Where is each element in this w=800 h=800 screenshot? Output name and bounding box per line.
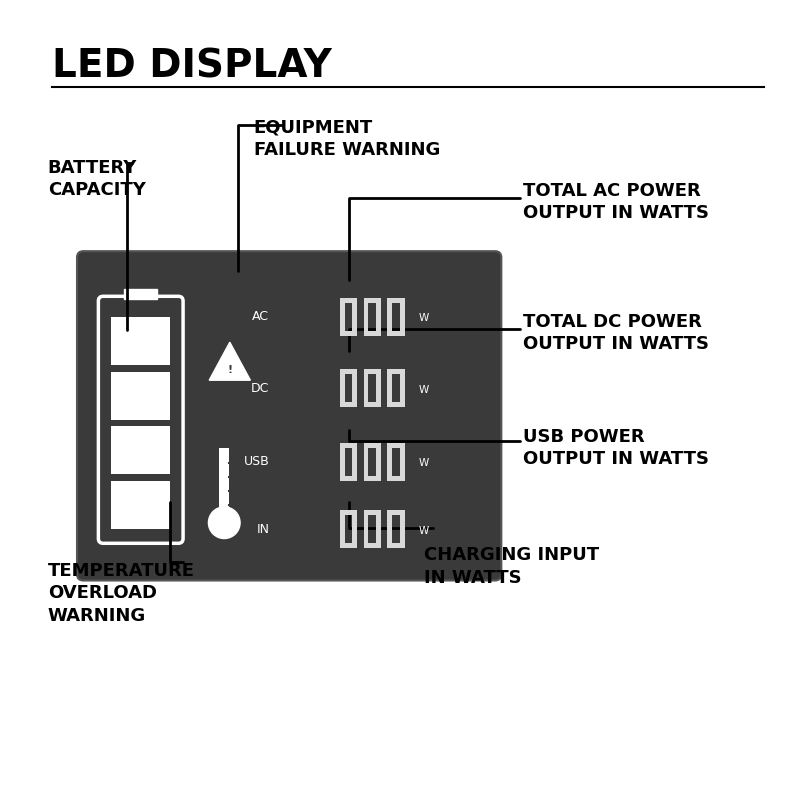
Bar [353, 514, 358, 529]
FancyBboxPatch shape [77, 251, 502, 581]
Bar [353, 317, 358, 331]
Bar [363, 447, 368, 462]
Bar [387, 331, 405, 336]
Bar [387, 302, 392, 317]
Bar [353, 447, 358, 462]
Text: USB: USB [244, 455, 270, 468]
Bar [340, 462, 345, 476]
Bar [376, 447, 381, 462]
Bar [340, 374, 345, 388]
Text: W: W [418, 385, 429, 394]
Bar [340, 510, 358, 514]
Text: LED DISPLAY: LED DISPLAY [52, 48, 331, 86]
Bar [340, 514, 345, 529]
Bar [387, 298, 405, 302]
Text: CHARGING INPUT
IN WATTS: CHARGING INPUT IN WATTS [424, 546, 599, 586]
Text: TOTAL AC POWER
OUTPUT IN WATTS: TOTAL AC POWER OUTPUT IN WATTS [522, 182, 709, 222]
Bar [340, 302, 345, 317]
Text: IN: IN [256, 522, 270, 535]
Text: USB POWER
OUTPUT IN WATTS: USB POWER OUTPUT IN WATTS [522, 428, 709, 468]
Text: TOTAL DC POWER
OUTPUT IN WATTS: TOTAL DC POWER OUTPUT IN WATTS [522, 313, 709, 353]
Bar [353, 462, 358, 476]
Bar [387, 388, 392, 402]
Bar [387, 442, 405, 447]
Bar [400, 374, 405, 388]
Bar [363, 374, 368, 388]
Bar [400, 529, 405, 543]
Bar [340, 402, 358, 407]
Bar [340, 529, 345, 543]
Bar [387, 514, 392, 529]
Bar [363, 388, 368, 402]
Bar [363, 462, 368, 476]
FancyBboxPatch shape [124, 289, 158, 299]
Bar [387, 369, 405, 374]
Text: AC: AC [252, 310, 270, 323]
Text: W: W [418, 526, 429, 536]
Bar [400, 388, 405, 402]
Bar [340, 298, 358, 302]
Bar [111, 426, 170, 474]
Text: W: W [418, 314, 429, 323]
Bar [340, 317, 345, 331]
Text: W: W [418, 458, 429, 468]
Bar [363, 317, 368, 331]
Bar [387, 529, 392, 543]
Bar [363, 369, 381, 374]
Bar [387, 462, 392, 476]
Bar [387, 510, 405, 514]
Bar [376, 529, 381, 543]
Bar [400, 447, 405, 462]
Bar [340, 543, 358, 548]
Bar [387, 402, 405, 407]
Circle shape [209, 507, 240, 538]
Bar [340, 331, 358, 336]
Bar [376, 374, 381, 388]
Bar [363, 514, 368, 529]
Bar [363, 510, 381, 514]
Bar [376, 462, 381, 476]
Bar [219, 447, 230, 514]
Bar [400, 302, 405, 317]
Bar [363, 402, 381, 407]
Bar [363, 543, 381, 548]
Bar [340, 388, 345, 402]
Text: DC: DC [251, 382, 270, 394]
Bar [387, 447, 392, 462]
Bar [340, 476, 358, 481]
Text: EQUIPMENT
FAILURE WARNING: EQUIPMENT FAILURE WARNING [254, 119, 440, 159]
Text: TEMPERATURE
OVERLOAD
WARNING: TEMPERATURE OVERLOAD WARNING [48, 562, 194, 625]
Bar [111, 371, 170, 420]
Bar [111, 481, 170, 529]
Bar [376, 302, 381, 317]
Bar [340, 442, 358, 447]
Bar [400, 462, 405, 476]
Bar [363, 298, 381, 302]
Bar [340, 447, 345, 462]
Bar [340, 369, 358, 374]
Bar [353, 388, 358, 402]
Bar [376, 317, 381, 331]
Bar [376, 388, 381, 402]
Bar [387, 374, 392, 388]
Polygon shape [210, 342, 250, 380]
Bar [353, 302, 358, 317]
Bar [387, 317, 392, 331]
Bar [400, 317, 405, 331]
Bar [363, 302, 368, 317]
Bar [363, 476, 381, 481]
Bar [111, 317, 170, 365]
Bar [353, 374, 358, 388]
Bar [387, 543, 405, 548]
Bar [400, 514, 405, 529]
Text: !: ! [227, 366, 232, 375]
Bar [363, 529, 368, 543]
Bar [387, 476, 405, 481]
Bar [353, 529, 358, 543]
Bar [363, 331, 381, 336]
Bar [363, 442, 381, 447]
Bar [376, 514, 381, 529]
Text: BATTERY
CAPACITY: BATTERY CAPACITY [48, 158, 146, 198]
